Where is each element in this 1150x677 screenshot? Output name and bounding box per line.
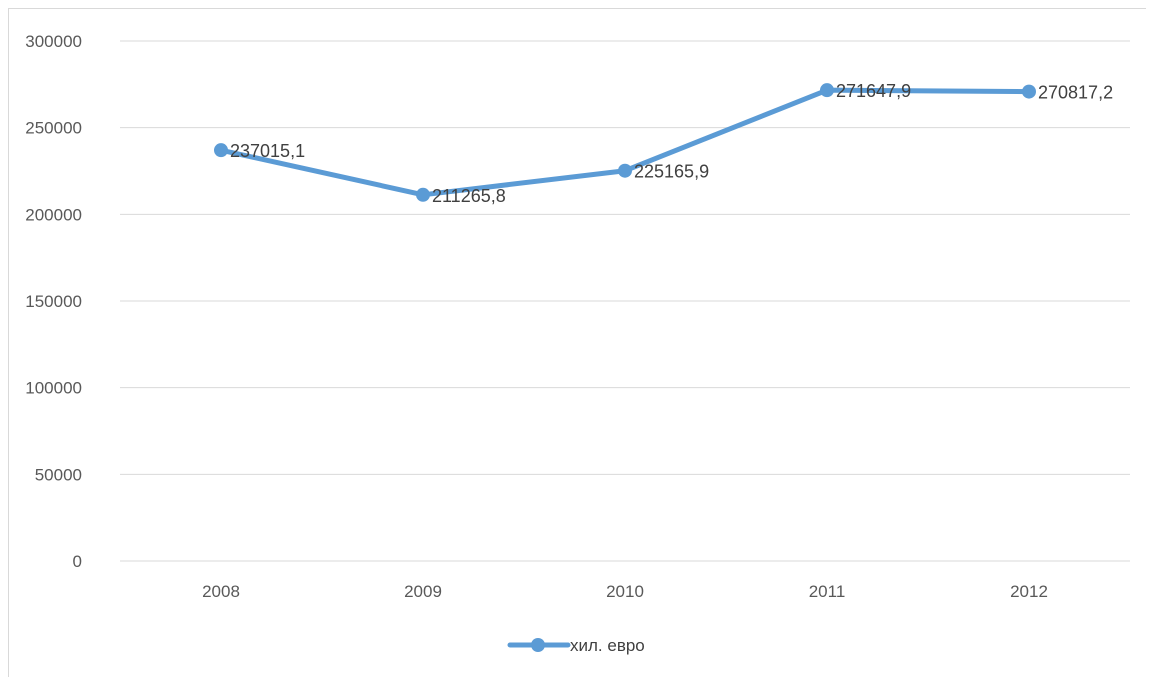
x-tick-label: 2010: [606, 582, 644, 601]
legend-label: хил. евро: [570, 636, 645, 655]
data-point-marker: [618, 163, 632, 178]
x-tick-label: 2009: [404, 582, 442, 601]
data-label: 270817,2: [1038, 83, 1113, 103]
data-point-marker: [820, 83, 834, 98]
x-tick-label: 2008: [202, 582, 240, 601]
x-tick-label: 2012: [1010, 582, 1048, 601]
y-tick-label: 0: [73, 552, 82, 571]
y-axis-ticks: 0 50000 100000 150000 200000 250000 300000: [25, 32, 82, 571]
data-label: 225165,9: [634, 162, 709, 182]
y-tick-label: 50000: [35, 465, 82, 484]
x-axis-ticks: 2008 2009 2010 2011 2012: [202, 582, 1048, 601]
y-tick-label: 150000: [25, 292, 82, 311]
x-tick-label: 2011: [809, 582, 846, 601]
y-tick-label: 250000: [25, 119, 82, 138]
y-tick-label: 100000: [25, 379, 82, 398]
series-line-path: [218, 87, 1032, 198]
data-label: 211265,8: [432, 186, 506, 206]
chart-frame: [8, 8, 1146, 677]
data-point-marker: [416, 187, 430, 202]
data-labels: 237015,1 211265,8 225165,9 271647,9 270817,2: [230, 81, 1113, 206]
data-point-marker: [214, 143, 228, 158]
data-point-marker: [1022, 84, 1036, 99]
data-label: 237015,1: [230, 141, 305, 161]
legend: хил. евро: [507, 636, 645, 655]
series-line: [214, 83, 1036, 202]
gridlines: [120, 40, 1130, 562]
y-tick-label: 300000: [25, 32, 82, 51]
data-label: 271647,9: [836, 81, 911, 101]
y-tick-label: 200000: [25, 205, 82, 224]
legend-marker-icon: [531, 638, 545, 652]
